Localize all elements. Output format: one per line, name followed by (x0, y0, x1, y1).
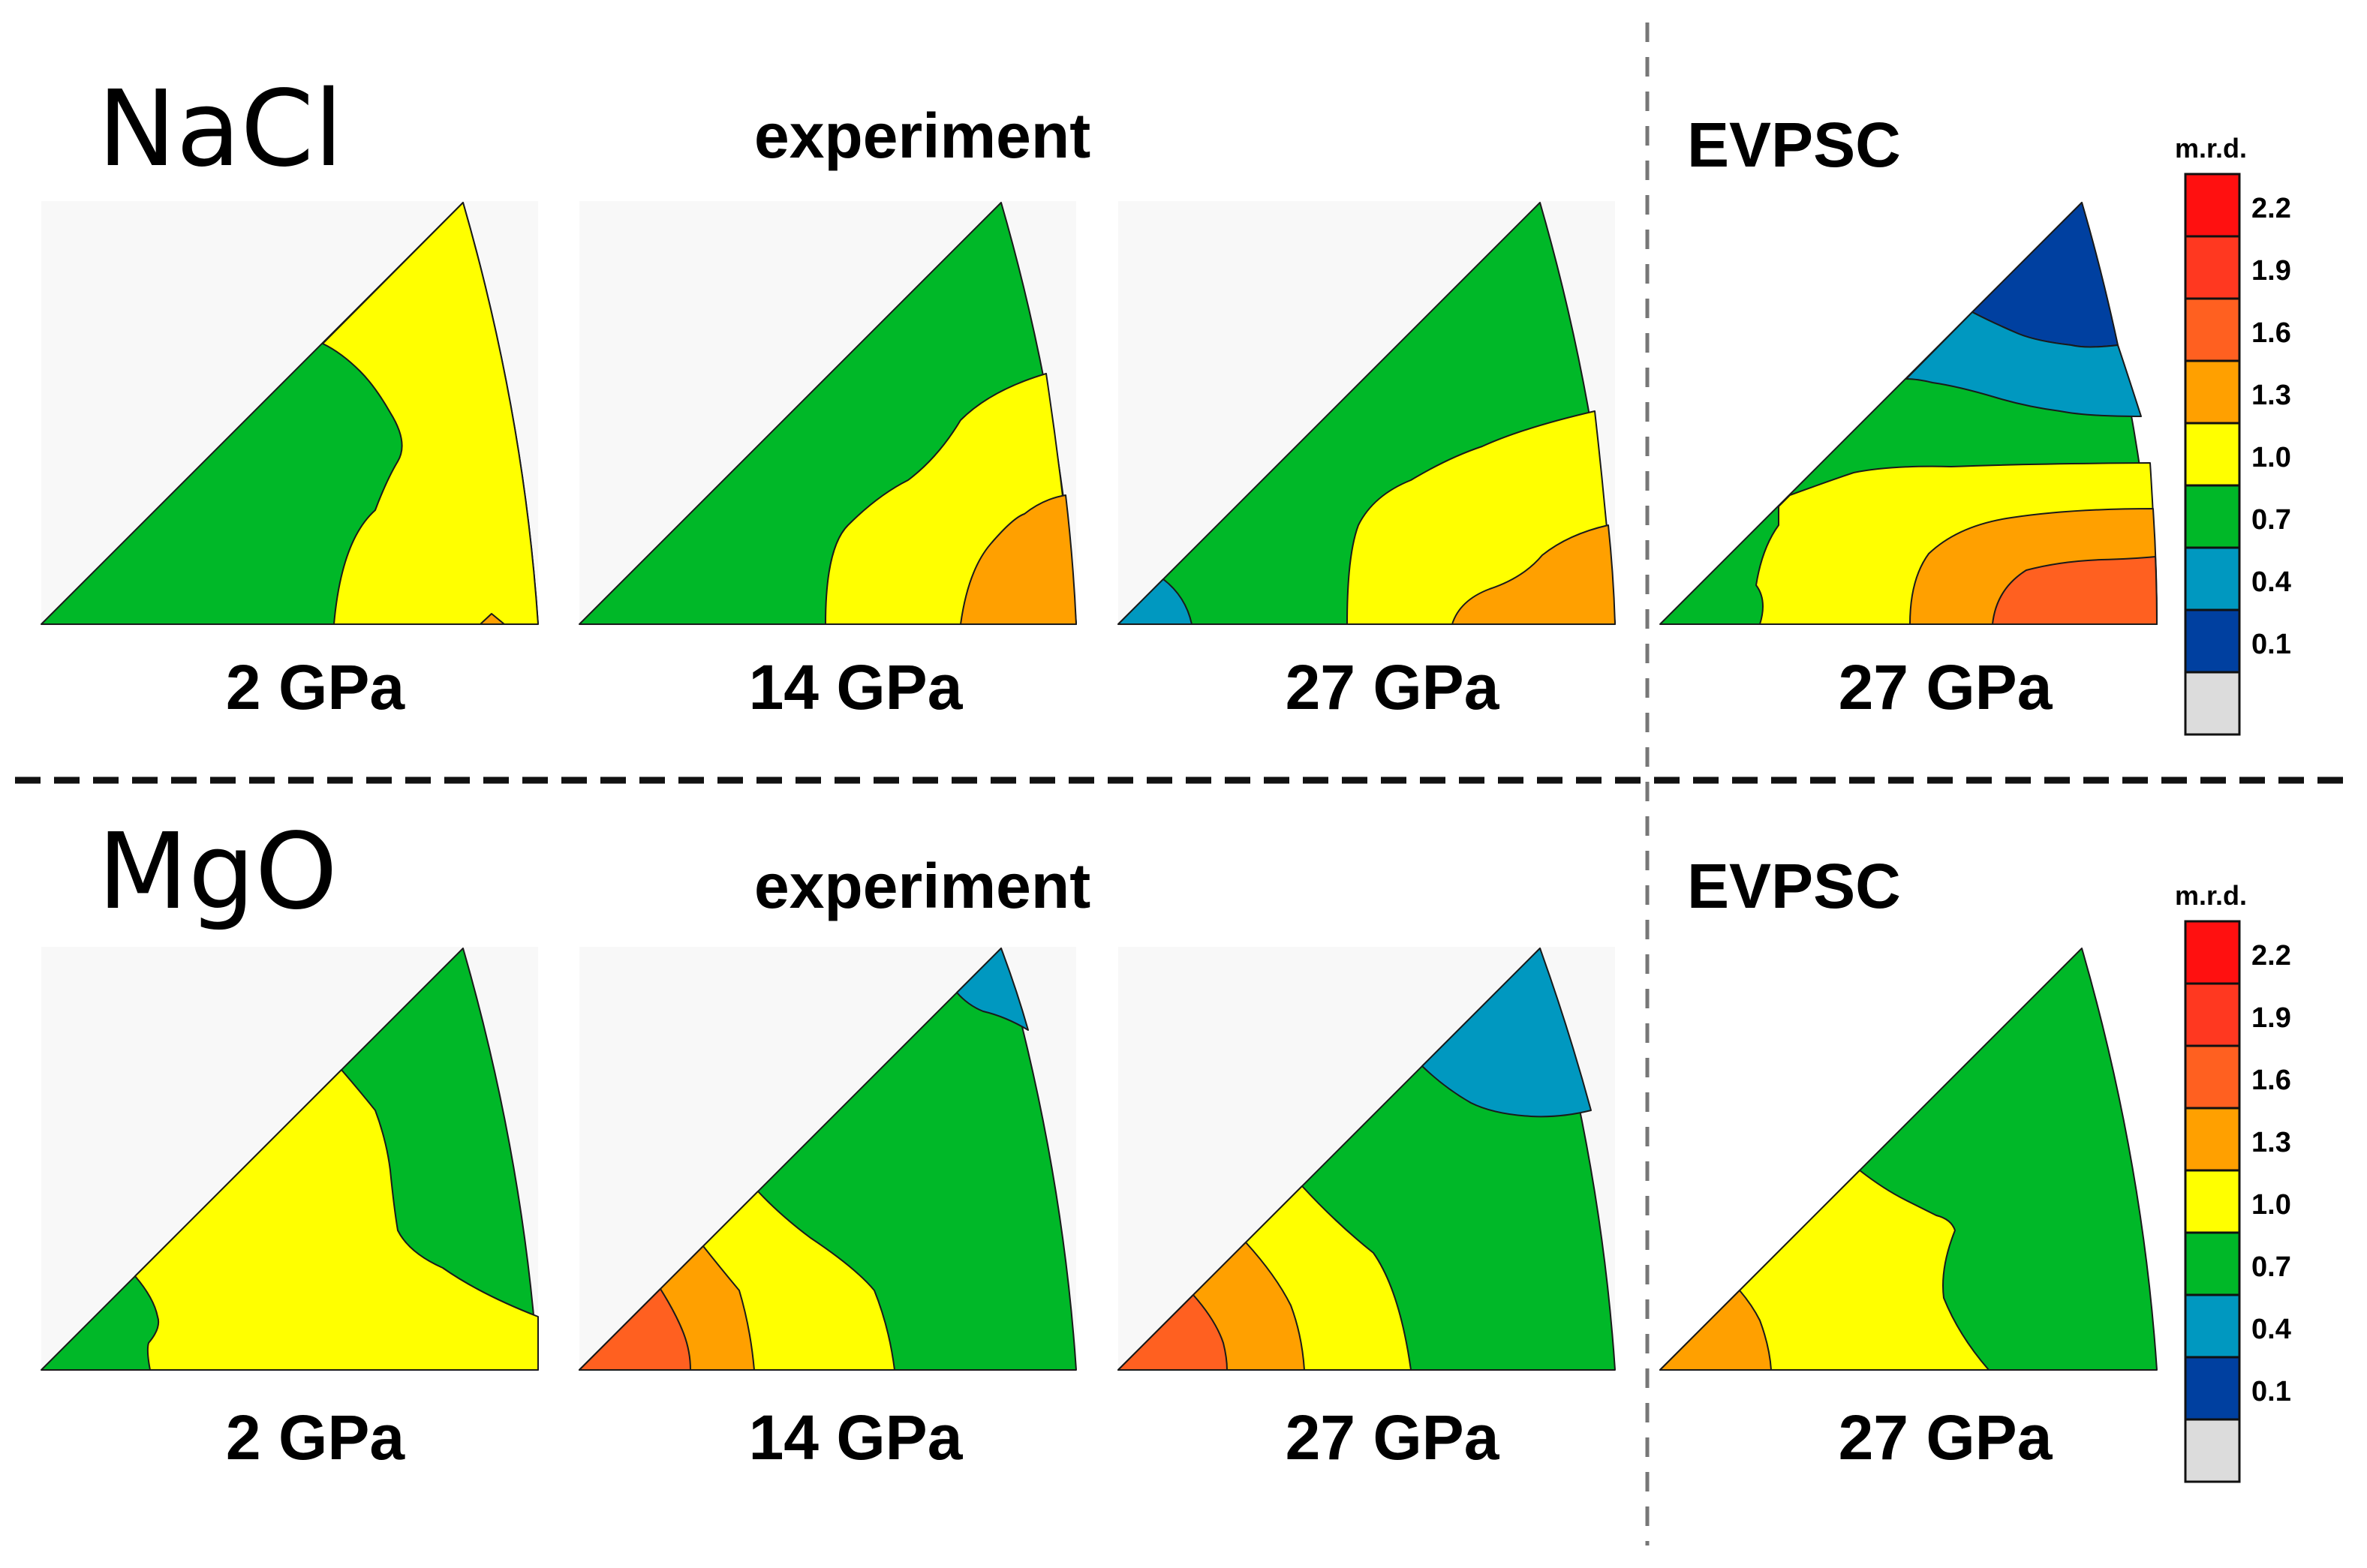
colorbar-tick-label-mgo: 0.4 (2251, 1314, 2291, 1345)
pressure-label-mgo-27gpa-evpsc: 27 GPa (1839, 1402, 2053, 1473)
colorbar-swatch-nacl (2184, 546, 2241, 611)
colorbar-swatch-mgo (2184, 982, 2241, 1047)
colorbar-swatch-nacl (2184, 235, 2241, 300)
evpsc-heading-nacl: EVPSC (1687, 110, 1901, 180)
colorbar-swatch-nacl (2184, 297, 2241, 362)
experiment-heading-nacl: experiment (754, 101, 1090, 171)
material-title-nacl: NaCl (98, 68, 343, 191)
colorbar-swatch-mgo (2184, 1418, 2241, 1483)
pressure-label-nacl-14gpa: 14 GPa (749, 652, 964, 722)
colorbar-tick-label-nacl: 0.1 (2251, 629, 2291, 660)
colorbar-title-nacl: m.r.d. (2175, 133, 2247, 164)
colorbar-tick-label-nacl: 0.4 (2251, 566, 2291, 598)
colorbar-tick-label-nacl: 0.7 (2251, 504, 2291, 536)
colorbar-mgo: m.r.d.2.2 1.9 1.6 1.3 1.0 0.7 0.4 0.1 (2175, 880, 2291, 1483)
colorbar-swatch-nacl (2184, 173, 2241, 238)
colorbar-swatch-nacl (2184, 608, 2241, 674)
pressure-label-mgo-27gpa-experiment: 27 GPa (1286, 1402, 1500, 1473)
colorbar-swatch-mgo (2184, 1107, 2241, 1172)
colorbar-swatch-mgo (2184, 1231, 2241, 1296)
colorbar-swatch-nacl (2184, 484, 2241, 549)
colorbar-tick-label-nacl: 1.0 (2251, 442, 2291, 473)
colorbar-tick-label-nacl: 1.3 (2251, 380, 2291, 411)
experiment-heading-mgo: experiment (754, 851, 1090, 921)
ipf-mgo-27gpa-evpsc (1659, 948, 2158, 1371)
colorbar-tick-label-nacl: 1.6 (2251, 317, 2291, 349)
colorbar-tick-label-mgo: 1.9 (2251, 1002, 2291, 1034)
ipf-nacl-27gpa-experiment (1117, 201, 1616, 626)
colorbar-swatch-nacl (2184, 422, 2241, 487)
colorbar-tick-label-mgo: 2.2 (2251, 940, 2291, 972)
evpsc-heading-mgo: EVPSC (1687, 851, 1901, 921)
ipf-mgo-27gpa-experiment (1117, 947, 1616, 1371)
ipf-nacl-27gpa-evpsc (1659, 202, 2158, 625)
colorbar-swatch-nacl (2184, 359, 2241, 425)
colorbar-swatch-mgo (2184, 920, 2241, 985)
pressure-label-nacl-27gpa-evpsc: 27 GPa (1839, 652, 2053, 722)
colorbar-title-mgo: m.r.d. (2175, 880, 2247, 911)
pressure-label-mgo-14gpa: 14 GPa (749, 1402, 964, 1473)
colorbar-swatch-nacl (2184, 671, 2241, 736)
material-title-mgo: MgO (98, 811, 338, 933)
ipf-mgo-2gpa (41, 947, 539, 1371)
ipf-nacl-14gpa (579, 201, 1077, 626)
pressure-label-nacl-2gpa: 2 GPa (226, 652, 405, 722)
colorbar-tick-label-mgo: 0.7 (2251, 1251, 2291, 1283)
pressure-label-mgo-2gpa: 2 GPa (226, 1402, 405, 1473)
pressure-label-nacl-27gpa-experiment: 27 GPa (1286, 652, 1500, 722)
colorbar-tick-label-nacl: 1.9 (2251, 255, 2291, 287)
ipf-nacl-2gpa (41, 201, 539, 626)
colorbar-tick-label-mgo: 1.6 (2251, 1065, 2291, 1096)
ipf-mgo-14gpa (579, 947, 1077, 1371)
colorbar-swatch-mgo (2184, 1356, 2241, 1421)
colorbar-tick-label-mgo: 1.3 (2251, 1127, 2291, 1158)
colorbar-swatch-mgo (2184, 1169, 2241, 1234)
colorbar-swatch-mgo (2184, 1044, 2241, 1110)
colorbar-tick-label-nacl: 2.2 (2251, 193, 2291, 224)
colorbar-tick-label-mgo: 0.1 (2251, 1376, 2291, 1407)
colorbar-swatch-mgo (2184, 1293, 2241, 1359)
colorbar-tick-label-mgo: 1.0 (2251, 1189, 2291, 1221)
colorbar-nacl: m.r.d.2.2 1.9 1.6 1.3 1.0 0.7 0.4 0.1 (2175, 133, 2291, 736)
